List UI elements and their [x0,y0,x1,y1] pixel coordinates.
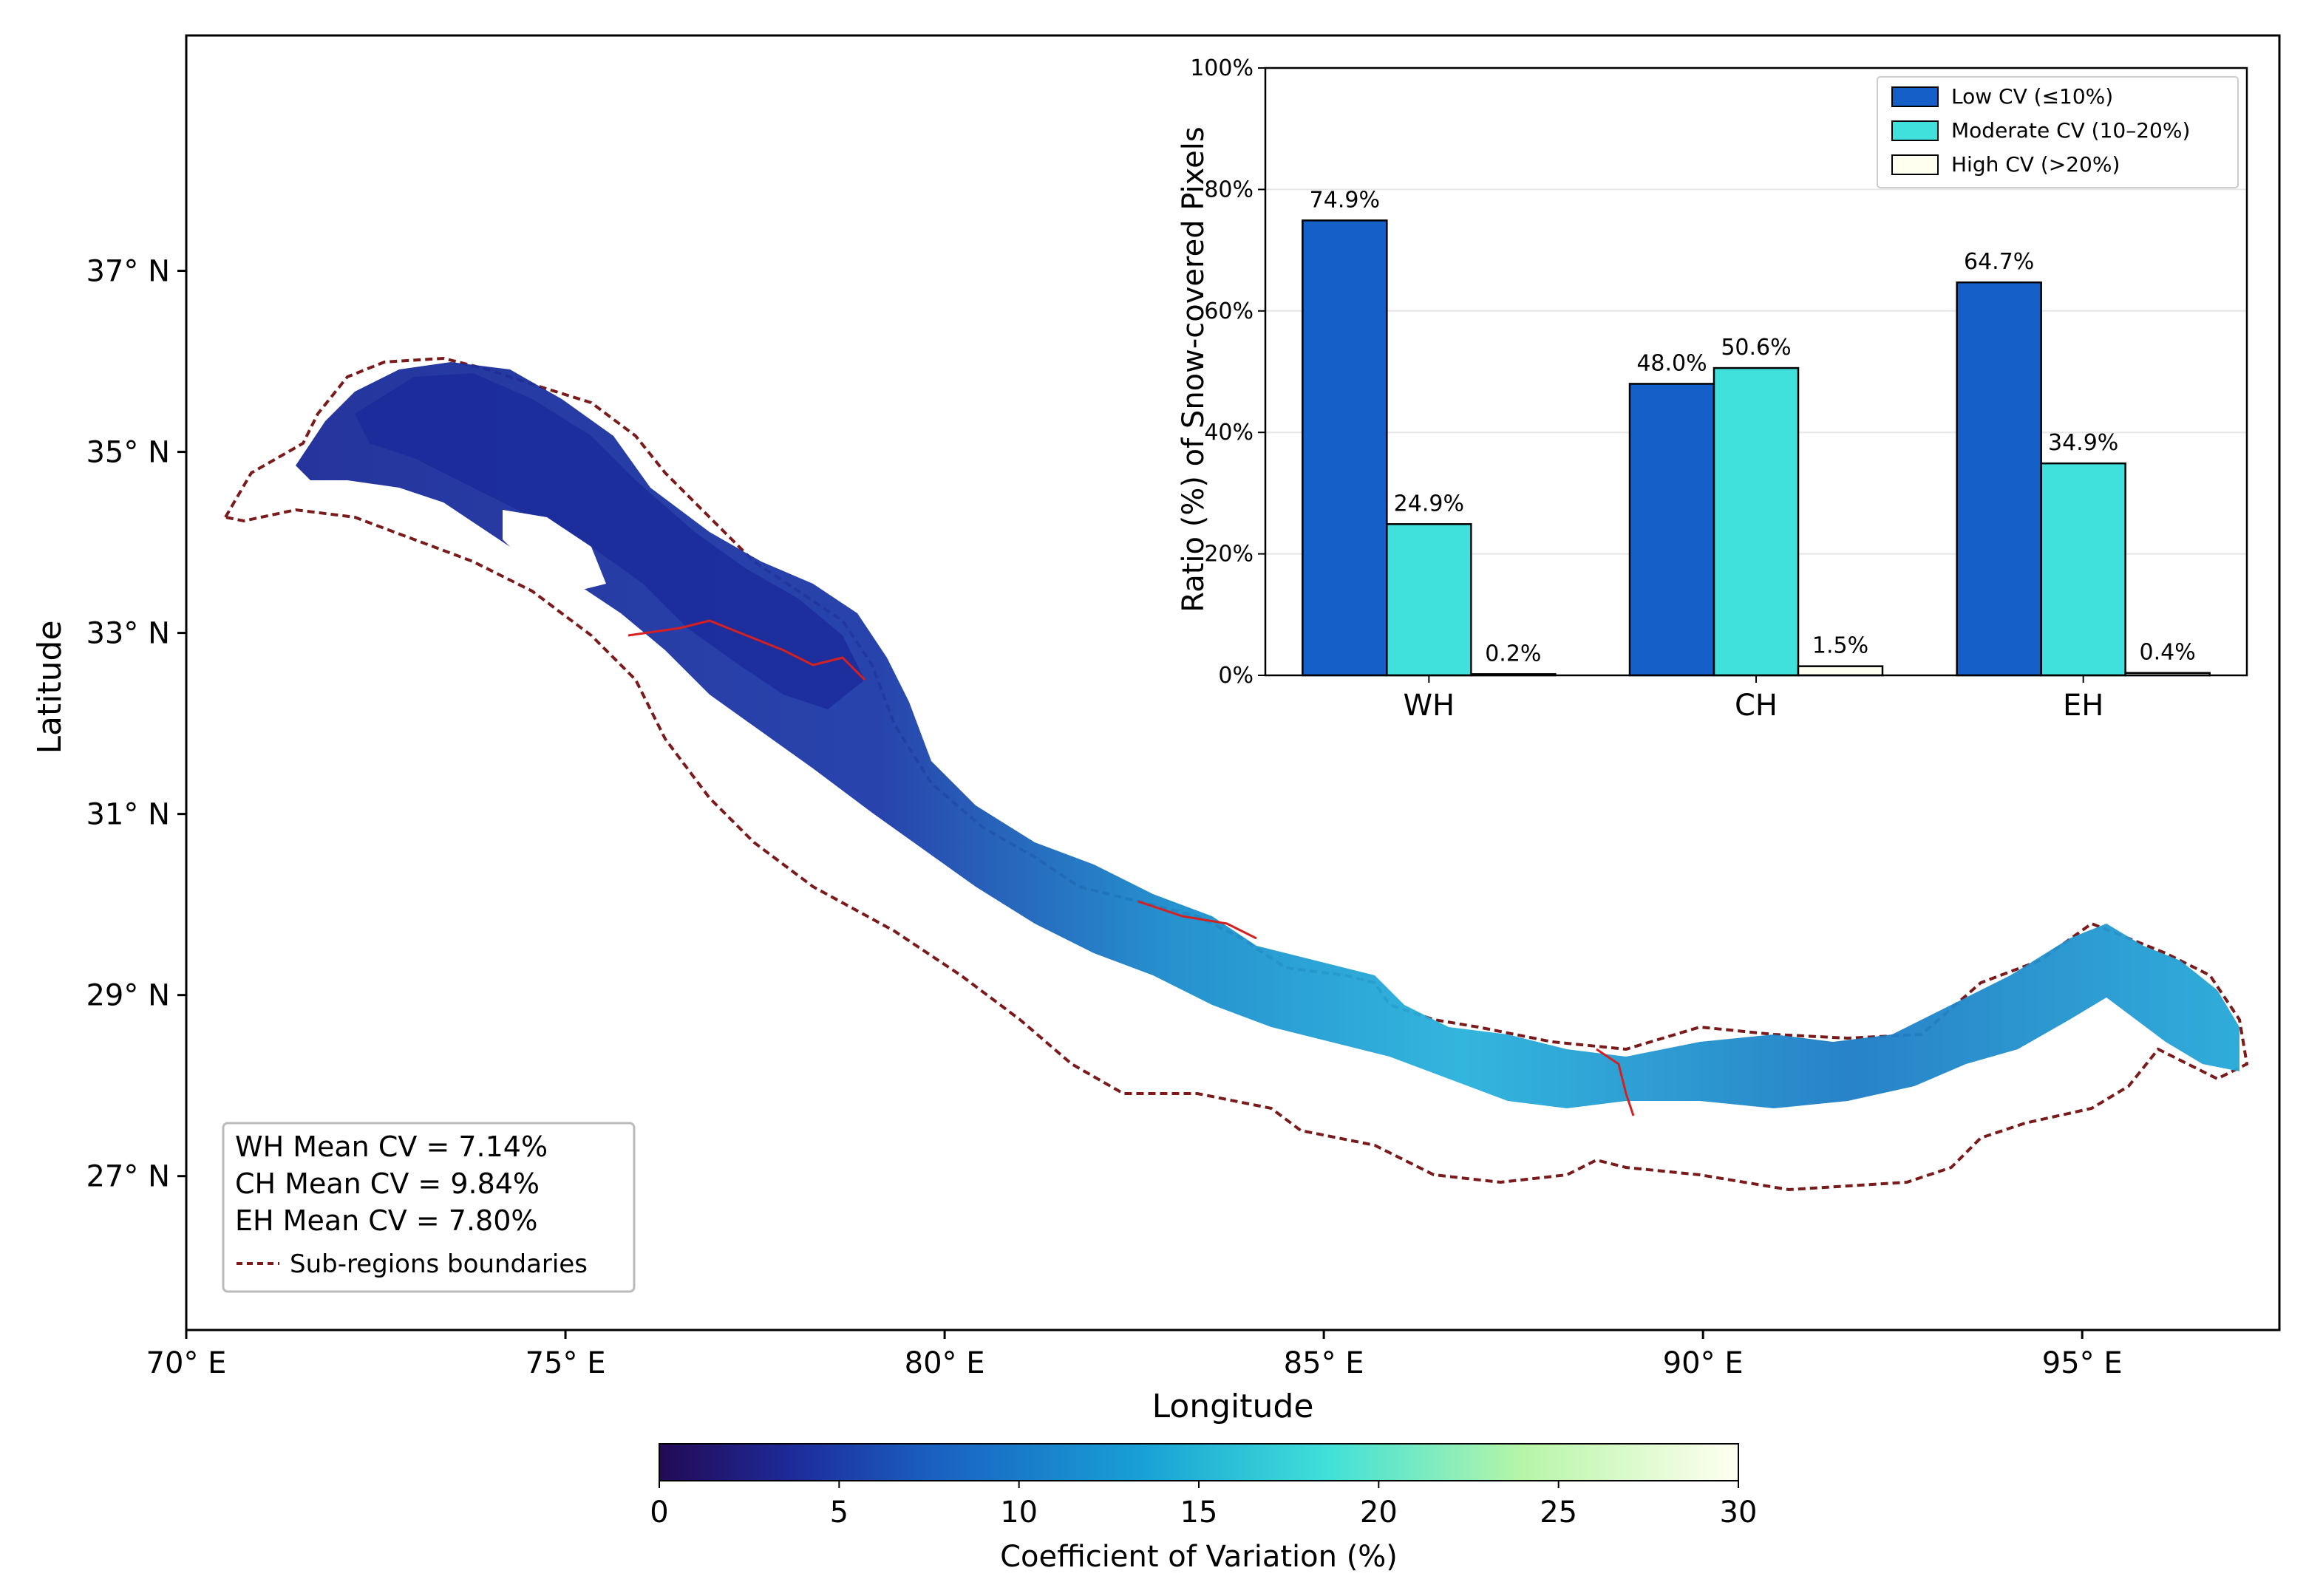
legend-label-high: High CV (>20%) [1951,152,2120,177]
bar-wh-moderate [1386,523,1472,677]
inset-y-axis-label: Ratio (%) of Snow-covered Pixels [1177,126,1211,612]
bar-value-label: 48.0% [1636,350,1707,376]
map-legend: WH Mean CV = 7.14% CH Mean CV = 9.84% EH… [222,1122,636,1293]
longitude-axis: 70° E 75° E 80° E 85° E 90° E 95° E [146,1330,2123,1380]
colorbar-tick-label: 30 [1720,1496,1758,1530]
legend-label-low: Low CV (≤10%) [1951,84,2113,109]
lon-tick-label: 85° E [1284,1346,1364,1380]
y-axis-label: Latitude [31,620,69,754]
lat-tick-label: 27° N [86,1160,170,1194]
bar-eh-moderate [2040,462,2126,677]
bar-value-label: 0.4% [2140,640,2196,666]
inset-y-tick-label: 20% [1204,542,1254,567]
inset-y-tick-label: 40% [1204,420,1254,446]
lon-tick-label: 95° E [2042,1346,2123,1380]
legend-swatch-moderate [1891,120,1939,141]
colorbar-tick-label: 5 [830,1496,848,1530]
colorbar-tick-label: 10 [1000,1496,1038,1530]
subregion-boundary-outline [222,356,2249,1192]
snow-cover-low-cv-core [355,373,865,709]
lat-tick-label: 37° N [86,255,170,289]
legend-eh-mean: EH Mean CV = 7.80% [235,1204,538,1237]
bar-eh-low [1956,281,2042,677]
colorbar-tick-label: 25 [1540,1496,1577,1530]
inset-y-tick-label: 0% [1218,663,1254,689]
bar-value-label: 24.9% [1394,491,1464,516]
inset-legend: Low CV (≤10%) Moderate CV (10–20%) High … [1877,76,2239,188]
lon-tick-label: 90° E [1663,1346,1744,1380]
bar-ch-low [1628,383,1715,677]
bar-value-label: 74.9% [1310,187,1380,213]
inset-bar-chart: 74.9% 24.9% 0.2% 48.0% 50.6% 1.5% 64.7% 34.9% 0.… [1177,55,2248,723]
colorbar-tick-label: 0 [650,1496,668,1530]
bar-ch-moderate [1713,366,1800,677]
lon-tick-label: 75° E [526,1346,606,1380]
legend-boundary-label: Sub-regions boundaries [290,1249,588,1279]
colorbar-tick-label: 15 [1180,1496,1218,1530]
colorbar-gradient [659,1443,1739,1481]
colorbar-tick-label: 20 [1360,1496,1398,1530]
map-frame [185,34,2281,1331]
inset-y-tick-label: 80% [1204,177,1254,202]
legend-swatch-high [1891,154,1939,175]
bar-value-label: 0.2% [1485,641,1541,666]
legend-label-moderate: Moderate CV (10–20%) [1951,118,2190,143]
bar-value-label: 50.6% [1721,335,1791,361]
latitude-axis: 37° N 35° N 33° N 31° N 29° N 27° N [86,255,186,1194]
subregion-divider-ch-eh [1137,900,1635,1116]
legend-wh-mean: WH Mean CV = 7.14% [235,1130,548,1163]
legend-ch-mean: CH Mean CV = 9.84% [235,1167,540,1200]
bar-value-label: 64.7% [1964,249,2034,275]
lon-tick-label: 80° E [905,1346,985,1380]
map-gap [503,510,606,591]
inset-y-tick-label: 100% [1190,55,1254,81]
lat-tick-label: 29° N [86,979,170,1013]
legend-swatch-low [1891,86,1939,107]
subregion-divider-wh-ch [627,619,866,681]
inset-x-tick-label: WH [1404,689,1455,723]
inset-x-tick-label: EH [2063,689,2103,723]
lat-tick-label: 31° N [86,798,170,832]
lat-tick-label: 33° N [86,617,170,651]
bar-value-label: 34.9% [2048,430,2118,456]
bar-value-label: 1.5% [1812,633,1868,659]
bar-wh-low [1302,219,1388,677]
x-axis-label: Longitude [1152,1388,1314,1425]
lon-tick-label: 70° E [146,1346,227,1380]
colorbar: 0 5 10 15 20 25 30 Coefficient of Variation (%… [650,1443,1758,1574]
colorbar-label: Coefficient of Variation (%) [1000,1540,1398,1574]
lat-tick-label: 35° N [86,436,170,470]
bar-ch-high [1797,665,1884,677]
inset-y-tick-label: 60% [1204,299,1254,324]
inset-x-tick-label: CH [1735,689,1778,723]
